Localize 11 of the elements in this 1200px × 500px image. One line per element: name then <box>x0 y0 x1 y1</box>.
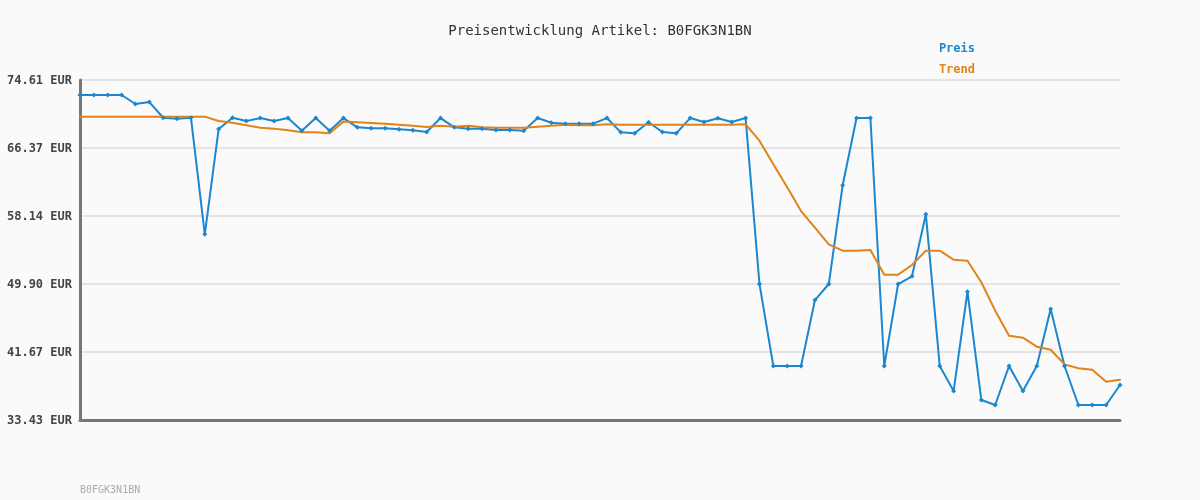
y-tick-label: 66.37 EUR <box>6 141 73 156</box>
text: B0FGK3N1BN <box>80 483 141 495</box>
y-tick-label: 74.61 EUR <box>6 73 73 87</box>
chart-title: Preisentwicklung Artikel: B0FGK3N1BN <box>448 22 752 38</box>
line-series <box>79 115 1121 383</box>
text: Preis <box>938 41 975 55</box>
y-tick-label: 33.43 EUR <box>6 413 73 427</box>
text: Trend <box>938 62 975 76</box>
y-tick-label: 41.67 EUR <box>6 344 73 359</box>
y-tick-label: 58.14 EUR <box>6 208 73 223</box>
y-tick-label: 49.90 EUR <box>6 277 73 292</box>
